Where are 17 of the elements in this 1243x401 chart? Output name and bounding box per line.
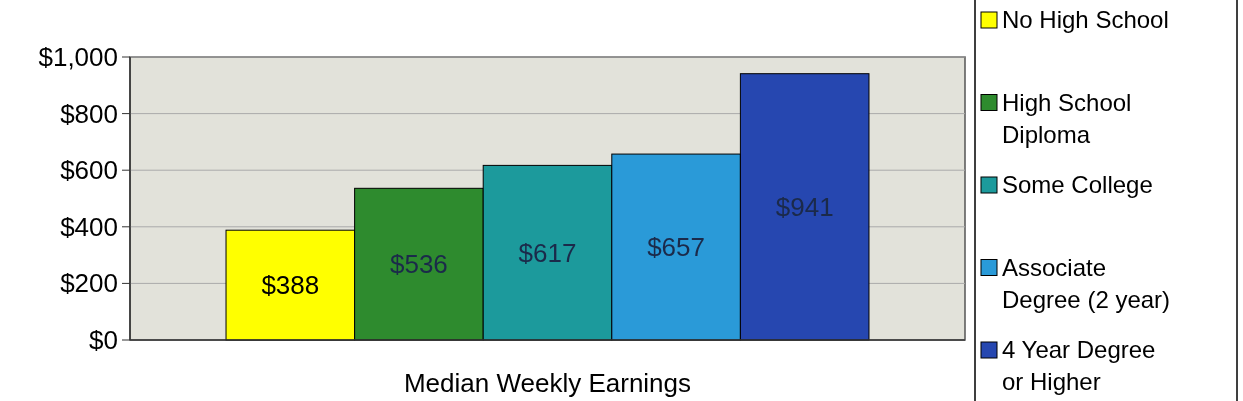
- data-label: $617: [518, 237, 577, 268]
- y-tick-label: $600: [60, 155, 118, 186]
- x-axis-title: Median Weekly Earnings: [403, 368, 692, 398]
- y-tick-label: $1,000: [38, 42, 118, 72]
- data-label: $657: [647, 232, 706, 263]
- legend-label: Some College: [1002, 171, 1153, 198]
- data-label: $536: [389, 249, 448, 280]
- legend-label: 4 Year Degree or Higher: [1002, 336, 1156, 395]
- y-tick-label: $200: [60, 268, 118, 299]
- y-tick-label: $0: [89, 325, 118, 355]
- data-label: $941: [775, 191, 834, 222]
- y-tick-label: $800: [60, 98, 118, 129]
- y-tick-label: $400: [60, 211, 118, 242]
- legend-label: High School Diploma: [1002, 88, 1132, 148]
- legend-label: No High School: [1002, 6, 1169, 33]
- legend-label: Associate Degree (2 year): [1002, 253, 1171, 313]
- data-label: $388: [261, 270, 320, 301]
